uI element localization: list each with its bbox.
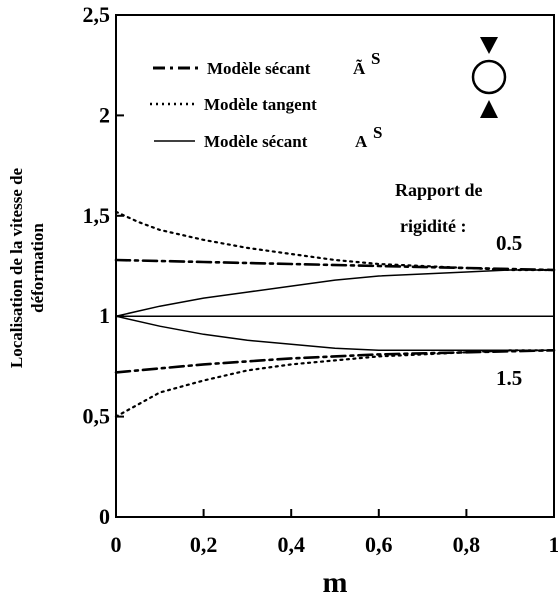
legend-label-secant: Modèle sécant (204, 132, 308, 151)
series-group (114, 210, 556, 418)
series-dashdot-1.5 (114, 348, 556, 374)
plot-frame (115, 14, 555, 518)
x-tick-label: 0,8 (453, 532, 481, 557)
legend-label-tangent: Modèle tangent (204, 95, 317, 114)
x-axis-title: m (323, 566, 348, 598)
y-tick-label: 2,5 (83, 2, 111, 27)
x-tick-label: 1 (549, 532, 558, 557)
y-tick-label: 2 (99, 102, 110, 127)
inclusion-icon (471, 37, 507, 118)
x-tick-label: 0 (111, 532, 122, 557)
series-solid-1.5 (115, 315, 555, 352)
legend: Modèle sécant Ã S Modèle tangent Modèle … (150, 49, 382, 151)
legend-superscript-s-2: S (373, 123, 382, 142)
ratio-label-line1: Rapport de (395, 180, 483, 200)
legend-symbol-a: A (355, 132, 368, 151)
series-dotted-1.5 (114, 349, 556, 418)
y-axis-title-line2: déformation (28, 223, 47, 313)
y-tick-label: 0 (99, 504, 110, 529)
y-tick-label: 0,5 (83, 404, 111, 429)
series-dotted-0.5 (114, 210, 556, 272)
x-tick-label: 0,2 (190, 532, 218, 557)
x-tick-label: 0,6 (365, 532, 393, 557)
ratio-value-0-5: 0.5 (496, 231, 522, 255)
legend-superscript-s-1: S (371, 49, 380, 68)
y-axis-title-line1: Localisation de la vitesse de (7, 167, 26, 368)
ratio-label-line2: rigidité : (400, 216, 466, 236)
y-tick-label: 1,5 (83, 203, 111, 228)
legend-symbol-a-tilde: Ã (353, 59, 366, 78)
y-axis-title: Localisation de la vitesse de déformatio… (7, 167, 47, 368)
legend-label-secant-tilde: Modèle sécant (207, 59, 311, 78)
series-solid-0.5 (115, 269, 555, 317)
ratio-value-1-5: 1.5 (496, 366, 522, 390)
x-tick-label: 0,4 (277, 532, 305, 557)
y-tick-label: 1 (99, 303, 110, 328)
axis-ticks: 0 0,2 0,4 0,6 0,8 1 0 0,5 1 1,5 2 2,5 (83, 2, 558, 557)
